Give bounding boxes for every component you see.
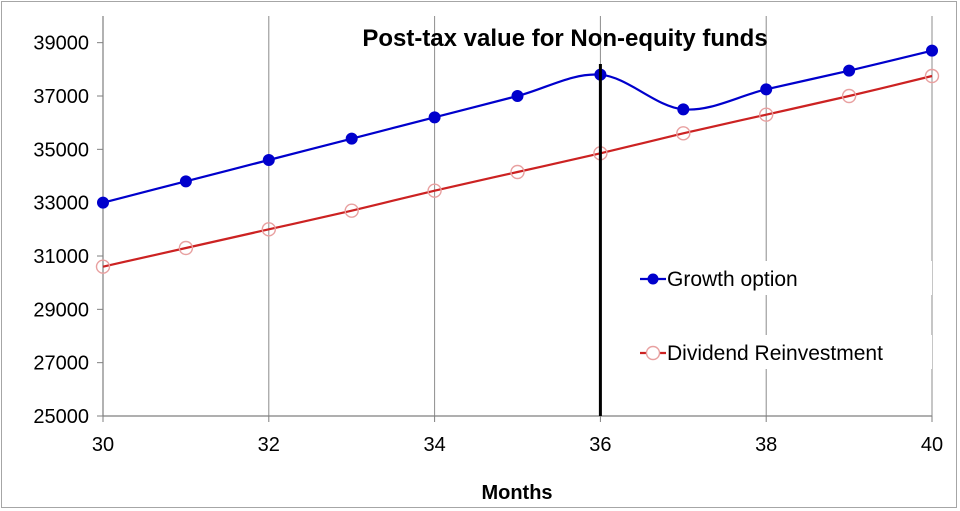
data-point-dividend-reinvestment-38 <box>759 107 774 122</box>
x-axis-title: Months <box>481 482 552 504</box>
series-layer <box>95 44 940 416</box>
y-tick-label-27000: 27000 <box>33 353 89 375</box>
y-tick-label-33000: 33000 <box>33 193 89 215</box>
series-line-growth-option <box>102 49 933 204</box>
tick-labels: 25000 27000 29000 31000 33000 35000 37000 39000… <box>33 33 943 456</box>
x-tick-label-36: 36 <box>589 434 611 456</box>
legend-marker-growth-option <box>647 273 659 285</box>
data-point-growth-option-38 <box>760 83 773 96</box>
legend-bg-growth-option <box>632 261 932 295</box>
data-point-dividend-reinvestment-37 <box>676 126 691 141</box>
x-tick-label-32: 32 <box>258 434 280 456</box>
legend: Growth option Dividend Reinvestment <box>632 261 932 369</box>
chart-title: Post-tax value for Non-equity funds <box>362 25 767 52</box>
y-tick-label-25000: 25000 <box>33 406 89 428</box>
legend-label-dividend-reinvestment: Dividend Reinvestment <box>667 342 883 365</box>
x-tick-label-40: 40 <box>921 434 943 456</box>
data-point-dividend-reinvestment-40 <box>924 68 940 84</box>
data-point-growth-option-33 <box>345 132 358 145</box>
data-point-growth-option-40 <box>926 44 938 57</box>
axes <box>97 16 933 422</box>
data-point-growth-option-32 <box>262 154 275 166</box>
data-point-dividend-reinvestment-31 <box>178 240 194 256</box>
data-point-dividend-reinvestment-33 <box>344 203 359 218</box>
legend-label-growth-option: Growth option <box>667 268 798 291</box>
x-tick-label-30: 30 <box>92 434 114 456</box>
x-tick-label-38: 38 <box>755 434 777 456</box>
y-tick-label-35000: 35000 <box>33 139 89 161</box>
data-point-growth-option-34 <box>428 111 441 124</box>
data-point-growth-option-39 <box>843 64 856 77</box>
data-point-growth-option-30 <box>97 196 109 209</box>
y-tick-label-37000: 37000 <box>33 86 89 108</box>
data-point-growth-option-31 <box>179 175 192 188</box>
x-tick-label-34: 34 <box>423 434 445 456</box>
data-point-growth-option-35 <box>511 90 524 102</box>
data-point-dividend-reinvestment-32 <box>261 222 276 237</box>
data-point-dividend-reinvestment-39 <box>841 88 857 104</box>
data-point-dividend-reinvestment-30 <box>95 259 111 274</box>
data-point-dividend-reinvestment-34 <box>427 183 442 198</box>
data-point-growth-option-37 <box>677 103 690 116</box>
y-tick-label-31000: 31000 <box>33 246 89 268</box>
data-point-dividend-reinvestment-35 <box>510 164 525 180</box>
y-tick-label-39000: 39000 <box>33 33 89 55</box>
legend-marker-dividend-reinvestment <box>645 345 661 361</box>
series-line-dividend-reinvestment <box>102 74 933 268</box>
y-tick-label-29000: 29000 <box>33 299 89 321</box>
legend-bg-dividend-reinvestment <box>632 335 932 369</box>
